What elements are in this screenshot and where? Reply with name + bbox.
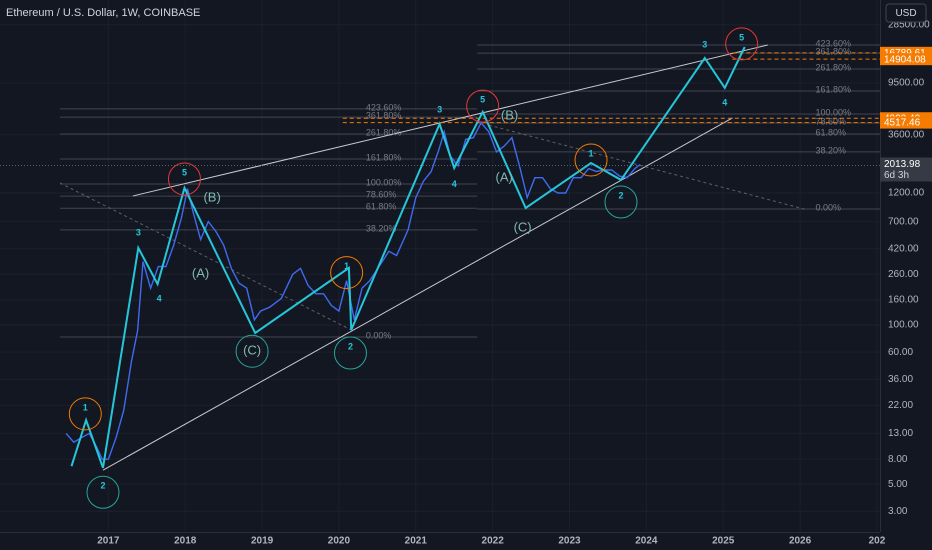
x-tick-label: 2020: [328, 536, 351, 547]
x-tick-label: 2022: [482, 536, 505, 547]
y-tick-label: 8.00: [888, 454, 908, 465]
x-tick-label: 2025: [712, 536, 735, 547]
y-tick-label: 36.00: [888, 374, 913, 385]
wave-label: 4: [157, 293, 162, 303]
fib-label: 161.80%: [366, 152, 402, 162]
current-price: 2013.98: [884, 159, 921, 170]
y-tick-label: 160.00: [888, 295, 919, 306]
wave-label: (A): [192, 265, 209, 280]
wave-label: 1: [344, 261, 349, 271]
wave-label: 2: [100, 481, 105, 491]
price-marker-label: 4517.46: [884, 118, 921, 129]
wave-label: 4: [452, 179, 457, 189]
wave-label: 1: [589, 148, 594, 158]
trendline: [488, 124, 808, 211]
fib-label: 100.00%: [815, 107, 851, 117]
price-marker-label: 14904.08: [884, 54, 926, 65]
y-tick-label: 420.00: [888, 243, 919, 254]
y-tick-label: 3600.00: [888, 129, 925, 140]
wave-label: 3: [702, 39, 707, 49]
x-tick-label: 2021: [405, 536, 428, 547]
fib-label: 261.80%: [366, 127, 402, 137]
fib-label: 161.80%: [815, 84, 851, 94]
plot: 423.60%361.80%261.80%161.80%100.00%78.60…: [0, 27, 880, 509]
x-tick-label: 2023: [558, 536, 581, 547]
wave-label: 5: [182, 167, 187, 177]
currency-button[interactable]: [885, 3, 927, 23]
x-tick-label: 2024: [635, 536, 658, 547]
wave-label: (C): [243, 343, 261, 358]
wave-circle: [86, 475, 120, 509]
y-tick-label: 700.00: [888, 216, 919, 227]
y-tick-label: 13.00: [888, 428, 913, 439]
price-marker: [880, 53, 932, 66]
y-tick-label: 9500.00: [888, 78, 925, 89]
fib-label: 38.20%: [366, 223, 397, 233]
wave-projection: [70, 46, 746, 469]
grid: [0, 0, 880, 532]
wave-label: (B): [203, 190, 220, 205]
wave-label: (C): [514, 219, 532, 234]
wave-circle: [574, 143, 608, 177]
y-tick-label: 60.00: [888, 347, 913, 358]
wave-label: 3: [136, 227, 141, 237]
wave-circle: [333, 336, 367, 370]
currency[interactable]: USD: [895, 8, 916, 19]
wave-circle: [235, 334, 269, 368]
wave-label: 2: [618, 190, 623, 200]
fib-label: 423.60%: [815, 38, 851, 48]
fib-label: 261.80%: [815, 62, 851, 72]
x-tick-label: 2018: [174, 536, 197, 547]
y-tick-label: 1200.00: [888, 188, 925, 199]
chart-title: Ethereum / U.S. Dollar, 1W, COINBASE: [6, 7, 200, 19]
fib-label: 423.60%: [366, 102, 402, 112]
trendline: [132, 44, 768, 197]
wave-label: 5: [480, 94, 485, 104]
fib-label: 361.80%: [366, 110, 402, 120]
fib-label: 61.80%: [815, 127, 846, 137]
fib-label: 61.80%: [366, 202, 397, 212]
fib-label: 0.00%: [366, 330, 392, 340]
countdown: 6d 3h: [884, 170, 909, 181]
y-tick-label: 28500.00: [888, 19, 930, 30]
y-tick-label: 3.00: [888, 506, 908, 517]
wave-circle: [466, 89, 500, 123]
fib-label: 38.20%: [815, 145, 846, 155]
wave-circle: [167, 162, 201, 196]
wave-circle: [604, 185, 638, 219]
fib-label: 361.80%: [815, 46, 851, 56]
fib-label: 78.60%: [366, 190, 397, 200]
x-tick-label: 202: [869, 536, 886, 547]
fib-label: 100.00%: [366, 177, 402, 187]
y-tick-label: 22.00: [888, 400, 913, 411]
wave-circle: [68, 397, 102, 431]
fib-label: 0.00%: [815, 202, 841, 212]
fib-label: 78.60%: [815, 116, 846, 126]
wave-label: 5: [739, 32, 744, 42]
y-tick-label: 260.00: [888, 269, 919, 280]
wave-label: 2: [348, 341, 353, 351]
x-tick-label: 2017: [97, 536, 120, 547]
wave-circle: [330, 256, 364, 290]
wave-label: (B): [501, 107, 518, 122]
wave-label: 4: [722, 97, 727, 107]
wave-circle: [725, 27, 759, 61]
x-tick-label: 2026: [789, 536, 812, 547]
wave-label: 1: [83, 402, 88, 412]
price-marker: [880, 116, 932, 129]
wave-label: (A): [496, 169, 513, 184]
y-tick-label: 5.00: [888, 479, 908, 490]
trendline: [59, 182, 352, 331]
x-tick-label: 2019: [251, 536, 274, 547]
current-price-box: [880, 157, 932, 182]
y-tick-label: 100.00: [888, 320, 919, 331]
wave-label: 3: [437, 104, 442, 114]
